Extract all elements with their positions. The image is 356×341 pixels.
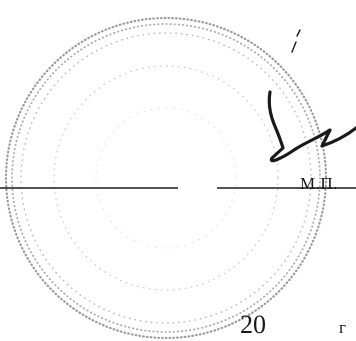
date-year-prefix: 20 — [240, 310, 266, 339]
ink-tick — [291, 29, 301, 53]
signature-stroke — [267, 90, 356, 163]
stamp-placeholder-label: М.П. — [300, 174, 338, 193]
year-abbreviation: г — [339, 318, 346, 337]
stamp-seal — [4, 16, 328, 340]
